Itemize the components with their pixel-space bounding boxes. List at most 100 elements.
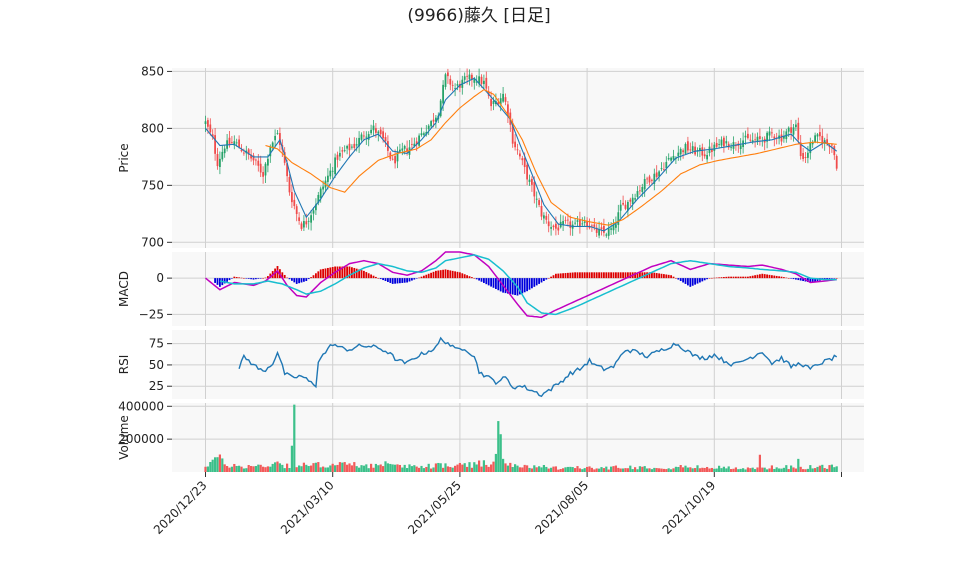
macd-histogram-bar [677,278,680,280]
macd-histogram-bar [283,274,286,279]
macd-histogram-bar [619,272,622,279]
macd-histogram-bar [526,278,528,292]
macd-histogram-bar [679,278,682,282]
macd-histogram-bar [617,272,620,279]
candle-body [327,175,329,182]
volume-bar [787,469,790,472]
candle-body [725,141,728,144]
volume-bar [209,462,212,472]
candle-body [485,77,488,89]
macd-histogram-bar [814,278,816,282]
candle-body [634,198,636,200]
macd-histogram-bar [540,278,543,283]
candle-body [502,93,504,102]
volume-bar [691,468,694,472]
volume-bar [240,466,243,472]
candle-body [821,135,824,144]
macd-histogram-bar [444,269,447,279]
volume-bar [713,468,716,472]
macd-histogram-bar [300,278,303,283]
volume-bar [211,459,214,472]
macd-histogram-bar [391,278,394,284]
volume-bar [823,468,826,472]
macd-histogram-bar [595,272,598,279]
y-axis-label-macd: MACD [117,271,131,307]
macd-histogram-bar [612,272,615,279]
candle-body [365,136,368,138]
candle-body [819,132,821,137]
rsi-line [238,336,838,398]
volume-bar [305,464,308,472]
volume-bar [257,464,260,472]
macd-histogram-bar [269,273,272,279]
macd-histogram-bar [307,278,310,280]
candle-body [826,139,828,144]
candle-body [828,146,831,148]
macd-histogram-bar [331,266,334,279]
candle-body [209,124,212,133]
volume-bar [494,453,497,472]
macd-histogram-bar [521,278,524,294]
volume-bar [785,465,788,472]
volume-bar [835,466,838,472]
candle-body [413,143,416,147]
macd-histogram-bar [346,266,348,279]
macd-histogram-bar [264,277,267,279]
y-axis-label-price: Price [117,143,131,172]
volume-bar [622,468,625,472]
candle-body [511,122,514,144]
macd-histogram-bar [663,274,665,279]
volume-bar [799,466,802,472]
volume-bar [415,466,418,472]
macd-histogram-bar [562,273,564,279]
candle-body [792,127,795,135]
macd-histogram-bar [571,272,574,279]
candle-body [403,146,406,149]
macd-histogram-bar [384,278,387,282]
macd-histogram-bar [401,278,404,283]
volume-bar [214,457,217,472]
candle-body [204,121,207,125]
volume-bar [461,464,464,472]
volume-bar [346,464,349,472]
candle-body [439,100,442,117]
volume-bar [725,468,728,472]
candle-body [802,153,804,159]
ma-long-line [265,88,837,226]
macd-histogram-bar [567,272,569,279]
macd-histogram-bar [811,278,814,282]
volume-bar [566,466,569,472]
volume-bar [216,457,219,472]
candle-body [307,220,310,222]
volume-bar [442,467,445,472]
volume-bar [408,464,411,472]
macd-histogram-bar [598,272,600,279]
candle-body [607,228,610,236]
candle-body [727,143,730,148]
macd-histogram-bar [389,278,392,283]
volume-bar [547,468,550,472]
candle-body [283,152,286,163]
volume-bar [490,464,493,472]
volume-bar [307,466,310,472]
volume-bar [286,463,289,472]
macd-histogram-bar [823,278,826,280]
macd-histogram-bar [533,278,536,287]
volume-bar [554,466,557,472]
volume-bar [598,468,601,472]
volume-bar [326,467,329,472]
candle-body [499,98,502,105]
macd-histogram-bar [639,272,641,279]
volume-bar [624,468,627,472]
candle-body [492,100,495,104]
candle-body [233,141,236,146]
macd-histogram-bar [600,272,603,279]
volume-bar [590,467,593,472]
volume-bar [226,466,229,472]
candle-body [480,76,483,84]
macd-histogram-bar [487,278,490,286]
volume-bar [665,469,668,472]
y-tick-label: 200000 [118,432,164,446]
volume-bar [389,463,392,472]
macd-histogram-bar [447,269,449,279]
